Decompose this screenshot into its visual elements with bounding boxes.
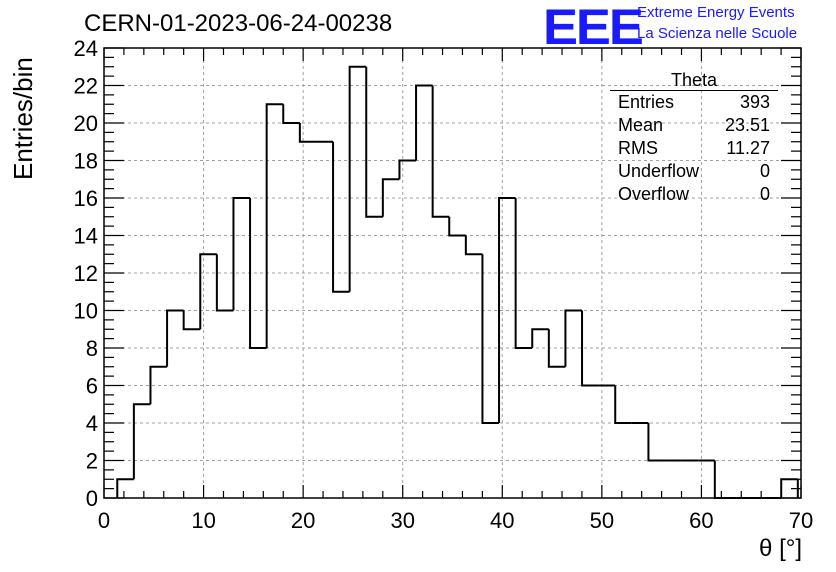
stats-row-overflow: Overflow 0: [610, 183, 778, 206]
histogram-bin: [564, 309, 583, 367]
y-tick-label: 16: [74, 186, 98, 211]
histogram-bin: [348, 65, 367, 292]
x-tick-label: 0: [98, 508, 110, 533]
histogram-bin: [547, 329, 566, 368]
stats-label: Entries: [618, 92, 675, 112]
y-tick-label: 0: [86, 486, 98, 511]
stats-row-mean: Mean 23.51: [610, 114, 778, 137]
histogram-bin: [182, 310, 201, 331]
eee-logo-mark: EEE: [543, 0, 644, 55]
histogram-bin: [398, 159, 417, 180]
histogram-bin: [298, 123, 317, 143]
stats-label: RMS: [618, 138, 658, 158]
y-tick-label: 4: [86, 411, 98, 436]
x-tick-label: 40: [490, 508, 514, 533]
stats-label: Mean: [618, 115, 664, 135]
x-tick-label: 60: [689, 508, 713, 533]
y-axis-label: Entries/bin: [8, 57, 38, 180]
stats-value: 0: [759, 161, 770, 181]
histogram-bin: [381, 178, 400, 217]
histogram-bin: [365, 66, 383, 218]
histogram-bin: [713, 460, 732, 499]
stats-label: Underflow: [618, 161, 700, 181]
y-tick-label: 22: [74, 74, 98, 99]
stats-value: 11.27: [726, 138, 770, 158]
histogram-bin: [232, 197, 251, 311]
chart-title: CERN-01-2023-06-24-00238: [84, 10, 393, 37]
y-tick-label: 14: [74, 224, 98, 249]
histogram-bin: [249, 198, 267, 349]
histogram-bin: [531, 328, 549, 348]
logo-text-line2: La Scienza nelle Scuole: [637, 25, 798, 42]
histogram-bin: [647, 423, 666, 462]
histogram-bin: [199, 253, 217, 330]
x-tick-label: 70: [789, 508, 813, 533]
y-tick-label: 8: [86, 336, 98, 361]
x-tick-label: 30: [390, 508, 414, 533]
stats-row-entries: Entries 393: [610, 91, 778, 114]
histogram-bin: [415, 84, 433, 161]
stats-value: 393: [739, 92, 770, 112]
histogram-bin: [464, 235, 483, 256]
x-tick-label: 20: [291, 508, 315, 533]
histogram-bin: [481, 254, 500, 424]
histogram-bin: [448, 216, 466, 237]
x-tick-label: 50: [590, 508, 614, 533]
histogram-bin: [498, 197, 516, 423]
histogram-bin: [116, 478, 134, 498]
stats-value: 23.51: [724, 115, 770, 135]
histogram-bin: [265, 103, 284, 348]
y-tick-label: 24: [74, 36, 98, 61]
histogram-bin: [282, 104, 300, 124]
y-tick-label: 6: [86, 374, 98, 399]
stats-histogram-name: Theta: [610, 70, 778, 91]
x-axis-label: θ [°]: [759, 535, 802, 562]
y-tick-label: 10: [74, 299, 98, 324]
histogram-bin: [332, 141, 350, 293]
stats-label: Overflow: [618, 184, 690, 204]
histogram-bin: [614, 385, 632, 424]
stats-value: 0: [759, 184, 770, 204]
y-tick-label: 18: [74, 149, 98, 174]
stats-row-underflow: Underflow 0: [610, 160, 778, 183]
y-tick-label: 2: [86, 449, 98, 474]
histogram-bin: [132, 403, 151, 480]
y-tick-label: 20: [74, 111, 98, 136]
histogram-bin: [514, 198, 533, 349]
logo-text-line1: Extreme Energy Events: [637, 4, 795, 21]
histogram-bin: [149, 365, 168, 405]
histogram-bin: [431, 85, 450, 218]
stats-box: Theta Entries 393 Mean 23.51 RMS 11.27 U…: [610, 70, 778, 206]
stats-row-rms: RMS 11.27: [610, 137, 778, 160]
y-tick-label: 12: [74, 261, 98, 286]
histogram-bin: [166, 309, 184, 367]
histogram-bin: [215, 254, 234, 312]
x-tick-label: 10: [191, 508, 215, 533]
histogram-bin: [581, 310, 599, 387]
